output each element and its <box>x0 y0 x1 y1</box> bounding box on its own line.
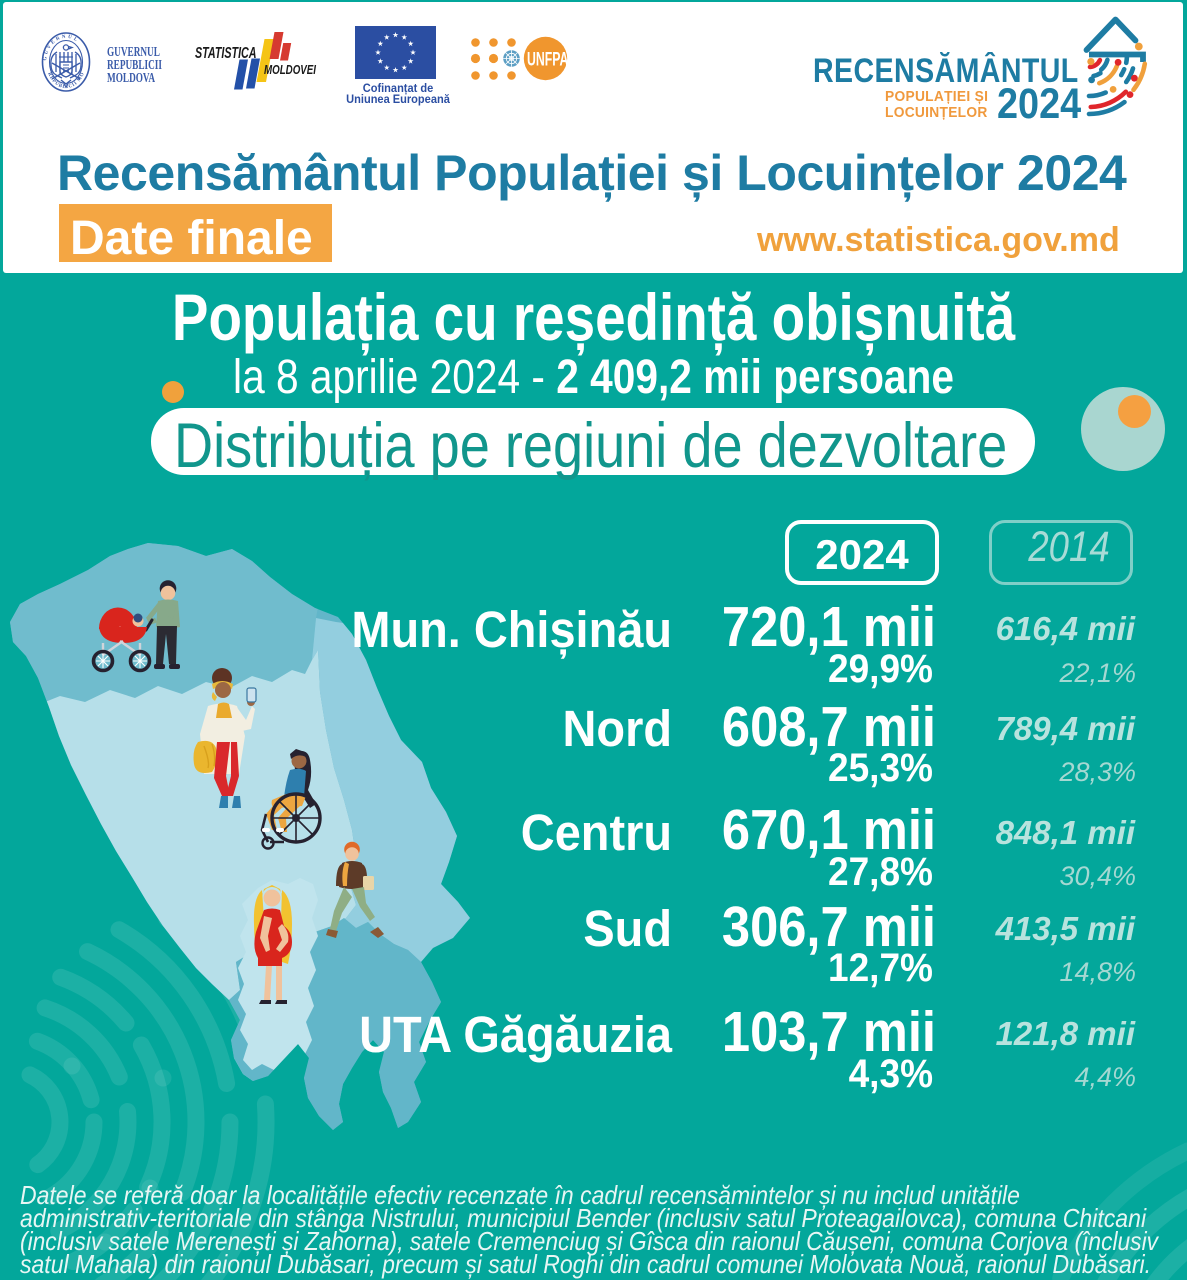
svg-text:UNFPA: UNFPA <box>527 49 569 71</box>
